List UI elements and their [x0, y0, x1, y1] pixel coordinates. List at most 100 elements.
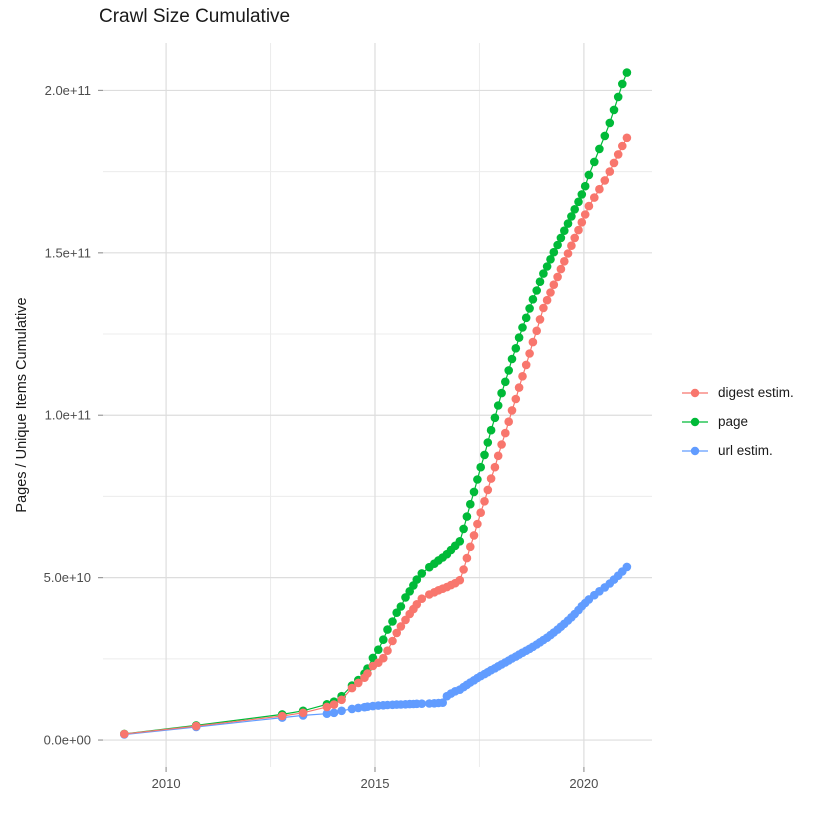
- data-point: [396, 622, 406, 631]
- data-point: [595, 144, 604, 154]
- data-point: [392, 608, 402, 617]
- data-point: [618, 79, 627, 89]
- data-point: [577, 190, 587, 199]
- data-point: [549, 247, 559, 257]
- data-point: [347, 704, 357, 714]
- data-point: [476, 462, 486, 472]
- data-point: [560, 257, 569, 266]
- y-tick-label: 5.0e+10: [44, 570, 91, 585]
- legend-item-page: page: [680, 407, 794, 436]
- data-point: [455, 537, 465, 546]
- data-point: [329, 700, 339, 709]
- data-point: [605, 167, 615, 176]
- legend-label: page: [718, 414, 749, 429]
- y-tick-label: 0.0e+00: [44, 733, 91, 748]
- data-point: [580, 210, 590, 219]
- data-point: [501, 377, 510, 387]
- data-point: [507, 354, 517, 364]
- data-point: [497, 388, 506, 398]
- data-point: [580, 181, 590, 191]
- data-point: [388, 636, 397, 646]
- data-point: [322, 709, 332, 718]
- data-point: [574, 197, 583, 207]
- data-point: [618, 141, 627, 151]
- legend-label: digest estim.: [718, 385, 794, 400]
- data-point: [584, 170, 594, 180]
- data-point: [622, 562, 632, 572]
- data-point: [396, 602, 406, 611]
- data-point: [347, 683, 357, 693]
- data-point: [535, 277, 545, 287]
- data-point: [493, 451, 503, 461]
- data-point: [354, 703, 363, 713]
- legend: digest estim. page url estim.: [680, 378, 794, 465]
- data-point: [277, 711, 287, 721]
- data-point: [525, 304, 534, 313]
- data-point: [525, 349, 534, 358]
- data-point: [469, 531, 479, 540]
- data-point: [480, 497, 489, 506]
- data-point: [556, 264, 566, 274]
- data-point: [383, 625, 392, 634]
- data-point: [542, 295, 552, 305]
- data-point: [563, 249, 573, 258]
- data-point: [392, 628, 402, 638]
- data-point: [462, 512, 472, 521]
- data-point: [412, 575, 422, 584]
- data-point: [401, 593, 410, 602]
- y-axis-title: Pages / Unique Items Cumulative: [14, 297, 30, 513]
- data-point: [514, 383, 524, 392]
- data-point: [567, 212, 576, 221]
- data-point: [590, 157, 599, 167]
- data-point: [514, 333, 524, 342]
- data-point: [528, 337, 538, 347]
- data-point: [497, 440, 506, 449]
- data-point: [483, 438, 493, 447]
- y-tick-label: 1.0e+11: [45, 408, 91, 423]
- data-point: [570, 205, 579, 214]
- data-point: [438, 698, 448, 707]
- legend-label: url estim.: [718, 443, 773, 458]
- data-point: [480, 450, 489, 460]
- data-point: [535, 315, 545, 324]
- data-point: [613, 150, 623, 159]
- x-tick-label: 2010: [152, 776, 181, 791]
- gridlines-major: [103, 43, 652, 767]
- data-point: [493, 401, 503, 410]
- data-point: [542, 262, 552, 271]
- data-point: [600, 176, 610, 185]
- axis-tick-labels: 2010 2015 2020 0.0e+00 5.0e+10 1.0e+11 1.5e+11…: [44, 83, 599, 791]
- data-point: [191, 721, 201, 731]
- series-url-estim: [120, 562, 632, 739]
- data-point: [455, 575, 465, 585]
- data-point: [521, 360, 531, 370]
- data-point: [546, 288, 555, 297]
- series-digest-estim: [120, 133, 632, 739]
- y-tick-label: 2.0e+11: [45, 83, 91, 98]
- data-point: [469, 487, 479, 497]
- data-point: [354, 678, 363, 688]
- legend-key-line-dot-icon: [682, 417, 708, 426]
- legend-key-line-dot-icon: [682, 388, 708, 397]
- data-point: [622, 68, 632, 77]
- data-point: [595, 184, 604, 194]
- data-point: [574, 225, 583, 235]
- data-point: [504, 366, 513, 375]
- data-point: [546, 254, 555, 264]
- data-point: [459, 524, 468, 534]
- data-point: [412, 600, 422, 609]
- data-point: [518, 323, 527, 332]
- y-tick-label: 1.5e+11: [45, 245, 91, 260]
- data-point: [298, 708, 308, 718]
- legend-key-line-dot-icon: [682, 446, 708, 455]
- data-point: [417, 569, 427, 578]
- data-point: [379, 653, 388, 663]
- data-point: [501, 428, 510, 438]
- data-point: [539, 303, 548, 313]
- gridlines-minor: [103, 43, 652, 767]
- data-point: [459, 565, 468, 574]
- data-point: [473, 519, 482, 529]
- data-point: [622, 133, 632, 143]
- data-point: [322, 702, 332, 712]
